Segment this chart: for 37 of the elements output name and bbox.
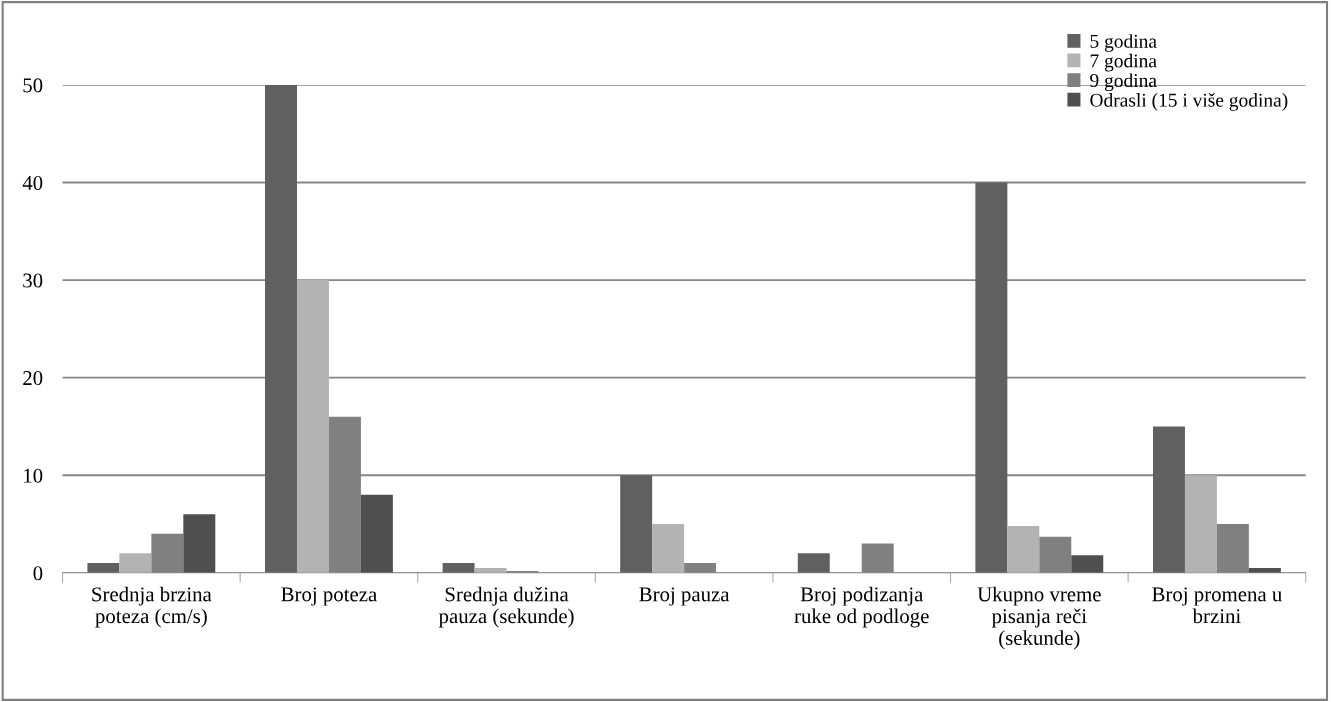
y-tick-label: 40 (22, 175, 43, 190)
legend-label: Odrasli (15 i više godina) (1090, 93, 1288, 111)
bar (183, 514, 216, 573)
y-tick-label: 30 (23, 273, 43, 288)
x-tick-label: Srednja brzina poteza (cm/s) (92, 586, 212, 628)
bar (265, 84, 297, 573)
bar (797, 553, 830, 573)
y-tick-label: 50 (23, 78, 43, 93)
bar (119, 553, 152, 573)
bar (684, 563, 717, 573)
bar (861, 543, 894, 573)
bar (1152, 426, 1185, 573)
x-tick-label: Broj poteza (281, 587, 377, 606)
x-tick-label: Ukupno vreme pisanja reči (sekunde) (977, 586, 1101, 650)
y-tick-label: 20 (23, 371, 43, 386)
bar (652, 524, 685, 573)
bar (442, 563, 475, 573)
bar (620, 475, 653, 573)
x-tick-label: Broj podizanja ruke od podloge (794, 586, 929, 628)
x-tick-label: Srednja dužina pauza (sekunde) (438, 586, 574, 628)
x-tick-label: Broj promena u brzini (1152, 587, 1282, 624)
bar (1071, 555, 1104, 573)
bar (1007, 525, 1040, 573)
bar (87, 563, 120, 573)
y-tick-label: 0 (33, 566, 43, 581)
bar (151, 533, 184, 573)
legend-label: 9 godina (1090, 73, 1157, 92)
legend-label: 7 godina (1090, 53, 1157, 72)
bar (1039, 536, 1072, 573)
y-tick-label: 10 (24, 468, 43, 483)
legend-label: 5 godina (1090, 34, 1157, 52)
bar (1216, 524, 1249, 573)
x-tick-label: Broj pauza (639, 587, 730, 606)
bar (975, 182, 1008, 573)
bar (296, 280, 329, 573)
bar (1184, 475, 1217, 573)
bar (360, 494, 393, 573)
